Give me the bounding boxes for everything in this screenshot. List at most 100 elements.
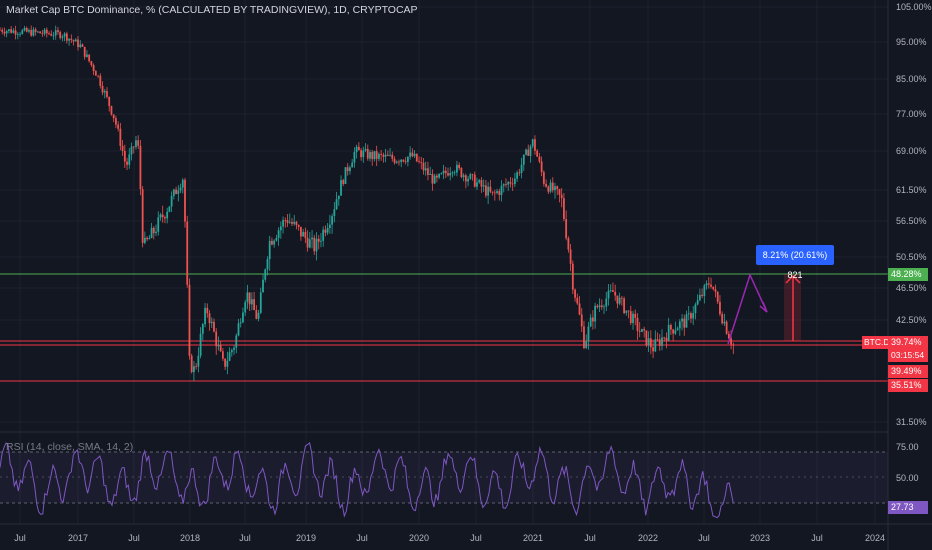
candle-body [117,124,120,129]
candle-body [88,54,91,62]
candle-body [574,289,576,298]
candle-body [464,175,467,182]
candle-body [569,249,572,264]
candle-body [567,238,570,250]
candle-body [157,217,160,232]
candle-body [665,337,668,341]
candle-body [346,167,349,172]
candle-body [663,337,666,339]
candle-body [81,44,84,47]
candle-body [696,300,699,305]
candle-body [273,240,276,245]
candle-body [605,298,608,307]
candle-body [540,161,543,173]
candle-body [596,305,599,308]
candle-body [59,32,62,38]
candle-body [618,297,621,304]
candle-body [391,154,394,159]
candle-body [130,146,133,155]
rsi-indicator-label[interactable]: RSI (14, close, SMA, 14, 2) [6,441,134,453]
candle-body [547,186,550,192]
time-tick-label: 2024 [865,533,885,543]
candle-body [643,329,646,331]
price-axis[interactable]: 105.00% 95.00% 85.00% 77.00% 69.00% 61.50% 56.… [896,2,932,427]
candle-body [531,139,534,147]
candle-body [115,118,117,125]
candle-body [36,31,39,33]
candle-body [576,297,579,304]
candle-body [402,159,405,162]
time-tick-label: 2021 [523,533,543,543]
candle-body [177,190,180,195]
candle-body [39,31,42,34]
candle-body [351,162,354,168]
candle-body [438,173,440,178]
time-tick-label: 2019 [296,533,316,543]
candle-body [313,237,316,252]
time-axis[interactable]: Jul 2017 Jul 2018 Jul 2019 Jul 2020 Jul 2021 Jul 20… [14,533,885,543]
candle-body [542,172,545,184]
candle-body [614,291,617,296]
candle-body [418,161,420,163]
price-tick-label: 77.00% [896,109,927,119]
candle-body [268,240,271,260]
candle-body [132,146,135,148]
candle-body [694,304,697,314]
candle-body [712,286,715,290]
candle-body [674,330,677,334]
candle-body [404,161,407,163]
candle-body [206,307,209,314]
candle-body [74,39,77,42]
candle-body [518,172,521,174]
candle-body [725,321,728,334]
candle-body [333,209,336,217]
candle-body [217,345,220,347]
candle-body [161,214,164,218]
candle-body [538,156,541,162]
candle-body [186,221,189,285]
candle-body [97,75,99,77]
measure-tool[interactable] [784,274,801,342]
time-tick-label: Jul [470,533,482,543]
candle-body [360,150,362,158]
rsi-line [0,441,734,519]
candle-body [585,340,588,349]
candle-body [331,216,334,225]
time-tick-label: Jul [356,533,368,543]
candle-body [32,29,35,36]
candle-body [288,222,291,223]
candle-body [594,305,597,322]
candle-body [473,174,476,187]
candle-body [480,180,483,187]
candle-body [188,284,191,356]
candle-body [583,326,585,349]
candle-body [676,328,679,331]
countdown-tag: 03:15:54 [888,349,928,362]
candle-body [43,29,46,34]
candle-body [16,34,19,36]
candle-body [411,152,414,157]
candle-body [645,330,648,346]
candle-body [61,36,64,38]
candle-body [242,312,244,323]
candle-body [295,221,298,225]
candle-body [190,355,193,373]
candle-body [103,91,106,93]
candle-body [275,238,278,241]
candle-body [638,330,641,332]
candle-body [685,314,688,328]
candle-body [197,355,200,367]
candle-body [291,222,293,224]
candle-body [21,30,24,34]
level-tag-mid: 39.49% [888,365,928,378]
candle-body [371,152,374,160]
candle-body [629,311,632,324]
candlestick-series [0,25,735,382]
candle-body [259,292,262,313]
candle-body [199,333,202,356]
candle-body [698,294,701,301]
candle-body [632,313,634,324]
candle-body [549,182,552,192]
candle-body [230,349,233,353]
